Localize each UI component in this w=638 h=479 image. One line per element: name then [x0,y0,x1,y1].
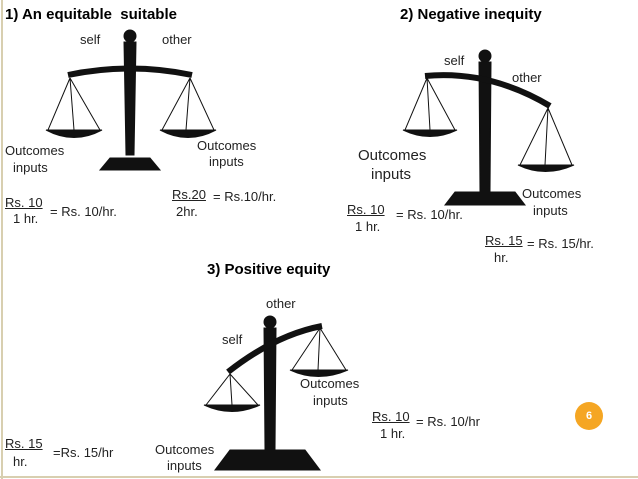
ratio: 1 hr. [13,211,39,226]
label: inputs [313,393,348,408]
label: self [80,32,101,47]
label: inputs [13,160,48,175]
label: other [266,296,296,311]
ratio-result: = Rs.10/hr. [213,189,277,204]
ratio: Rs. 15 [5,436,43,451]
label: inputs [371,166,412,183]
label: self [222,332,243,347]
page-number: 6 [575,402,603,430]
label: Outcomes [358,147,427,164]
ratio: Rs. 10 [5,195,43,210]
ratio: 1 hr. [380,426,406,441]
label: Outcomes [155,442,215,457]
label: inputs [533,203,568,218]
ratio: Rs. 10 [372,409,410,424]
ratio: Rs. 15 [485,233,523,248]
scale-equal [45,29,217,171]
title: 1) An equitable suitable [5,6,177,23]
ratio-result: = Rs. 10/hr. [396,207,463,222]
ratio-result: = Rs. 15/hr. [527,236,594,251]
ratio: Rs.20 [172,187,206,202]
ratio: 1 hr. [355,219,381,234]
label: self [444,53,465,68]
ratio-result: =Rs. 15/hr [53,445,114,460]
ratio-result: = Rs. 10/hr. [50,204,117,219]
title: 2) Negative inequity [400,6,542,23]
ratio: hr. [13,454,28,469]
label: other [162,32,192,47]
title: 3) Positive equity [207,261,331,278]
scale-negative [402,49,575,206]
ratio: hr. [494,250,509,265]
scale-positive [203,315,349,471]
label: Outcomes [5,143,65,158]
label: inputs [167,458,202,473]
label: Outcomes [522,186,582,201]
label: Outcomes [300,376,360,391]
ratio: Rs. 10 [347,202,385,217]
label: inputs [209,154,244,169]
ratio-result: = Rs. 10/hr [416,414,480,429]
label: Outcomes [197,138,257,153]
label: other [512,70,542,85]
ratio: 2hr. [176,204,198,219]
